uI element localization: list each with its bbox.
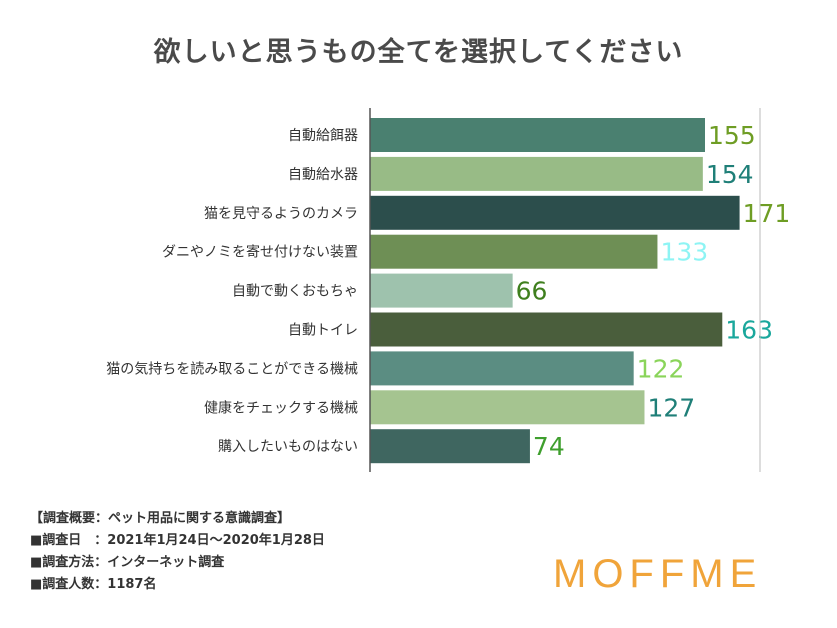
category-label: 自動トイレ (288, 323, 358, 339)
value-label: 171 (743, 199, 791, 228)
survey-period: ■調査日 ：2021年1月24日〜2020年1月28日 (30, 533, 325, 548)
bar-7 (370, 390, 645, 425)
value-label: 66 (516, 277, 548, 306)
bar-3 (370, 234, 658, 269)
bars-layer: 自動給餌器 155 自動給水器 154 猫を見守るようのカメラ 171 ダニやノミを寄せ付け… (106, 118, 791, 464)
survey-summary: 【調査概要：ペット用品に関する意識調査】 ■調査日 ：2021年1月24日〜20… (30, 508, 325, 596)
value-label: 133 (660, 238, 708, 267)
value-label: 74 (533, 432, 565, 461)
chart-title: 欲しいと思うもの全てを選択してください (153, 37, 684, 68)
category-label: 自動給水器 (288, 167, 358, 183)
survey-heading: 【調査概要：ペット用品に関する意識調査】 (30, 511, 291, 526)
bar-chart: 自動給餌器 155 自動給水器 154 猫を見守るようのカメラ 171 ダニやノミを寄せ付け… (106, 108, 791, 472)
value-label: 122 (637, 354, 685, 383)
category-label: 猫の気持ちを読み取ることができる機械 (106, 360, 358, 377)
survey-method: ■調査方法：インターネット調査 (30, 555, 225, 570)
bar-4 (370, 273, 513, 308)
category-label: 自動で動くおもちゃ (232, 284, 358, 300)
category-label: 猫を見守るようのカメラ (204, 206, 358, 222)
value-label: 163 (725, 316, 773, 345)
value-label: 154 (706, 160, 754, 189)
value-label: 127 (647, 393, 695, 422)
value-label: 155 (708, 121, 756, 150)
bar-2 (370, 195, 740, 230)
category-label: 健康をチェックする機械 (204, 399, 358, 416)
category-label: 購入したいものはない (218, 439, 358, 455)
moffme-logo: MOFFME (553, 552, 763, 596)
bar-8 (370, 429, 530, 464)
category-label: 自動給餌器 (288, 127, 358, 144)
bar-1 (370, 156, 703, 191)
bar-5 (370, 312, 723, 347)
bar-0 (370, 118, 705, 152)
survey-count: ■調査人数：1187名 (30, 577, 157, 592)
category-label: ダニやノミを寄せ付けない装置 (162, 244, 358, 261)
bar-6 (370, 351, 634, 386)
